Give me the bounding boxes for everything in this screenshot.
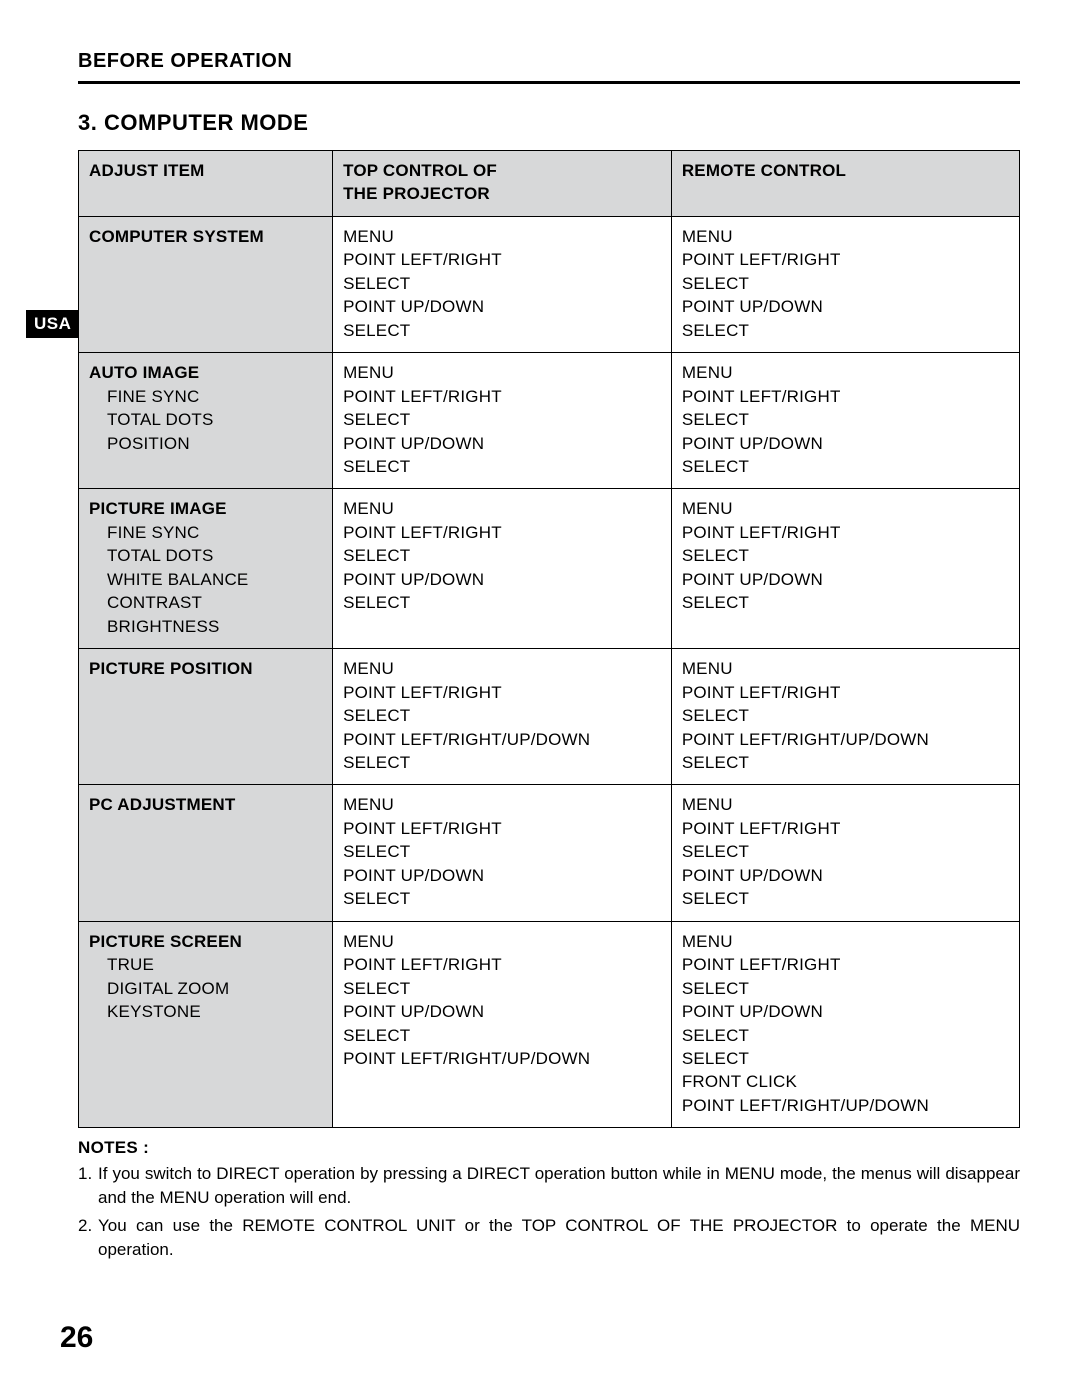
th-adjust-item: ADJUST ITEM	[79, 151, 333, 217]
remote-control-cell: MENU POINT LEFT/RIGHT SELECT POINT UP/DO…	[671, 489, 1019, 649]
adjust-item-sub: KEYSTONE	[89, 1000, 322, 1023]
th-remote-control: REMOTE CONTROL	[671, 151, 1019, 217]
adjust-item-sub: POSITION	[89, 432, 322, 455]
table-row: PICTURE IMAGE FINE SYNCTOTAL DOTSWHITE BA…	[79, 489, 1020, 649]
th-top-control: TOP CONTROL OF THE PROJECTOR	[333, 151, 672, 217]
adjust-item-head: PICTURE POSITION	[89, 659, 253, 678]
adjust-item-sub: TRUE	[89, 953, 322, 976]
note-item: 2.You can use the REMOTE CONTROL UNIT or…	[78, 1214, 1020, 1262]
adjust-item-cell: PC ADJUSTMENT	[79, 785, 333, 921]
note-text: If you switch to DIRECT operation by pre…	[98, 1162, 1020, 1210]
adjust-item-cell: PICTURE IMAGE FINE SYNCTOTAL DOTSWHITE BA…	[79, 489, 333, 649]
adjust-item-sub: CONTRAST	[89, 591, 322, 614]
table-row: PICTURE SCREEN TRUEDIGITAL ZOOMKEYSTONE ME…	[79, 921, 1020, 1128]
top-control-cell: MENU POINT LEFT/RIGHT SELECT POINT UP/DO…	[333, 216, 672, 352]
top-control-cell: MENU POINT LEFT/RIGHT SELECT POINT UP/DO…	[333, 921, 672, 1128]
top-control-cell: MENU POINT LEFT/RIGHT SELECT POINT UP/DO…	[333, 353, 672, 489]
adjust-item-cell: PICTURE POSITION	[79, 649, 333, 785]
adjust-item-sub: DIGITAL ZOOM	[89, 977, 322, 1000]
notes-title: NOTES :	[78, 1138, 1020, 1158]
adjust-item-head: AUTO IMAGE	[89, 363, 199, 382]
adjust-item-head: PICTURE SCREEN	[89, 932, 242, 951]
adjust-item-sub: FINE SYNC	[89, 521, 322, 544]
table-row: PC ADJUSTMENT MENU POINT LEFT/RIGHT SELEC…	[79, 785, 1020, 921]
remote-control-cell: MENU POINT LEFT/RIGHT SELECT POINT UP/DO…	[671, 785, 1019, 921]
adjust-item-sub: WHITE BALANCE	[89, 568, 322, 591]
adjust-item-sub: BRIGHTNESS	[89, 615, 322, 638]
top-control-cell: MENU POINT LEFT/RIGHT SELECT POINT UP/DO…	[333, 489, 672, 649]
top-control-cell: MENU POINT LEFT/RIGHT SELECT POINT LEFT/…	[333, 649, 672, 785]
computer-mode-table: ADJUST ITEM TOP CONTROL OF THE PROJECTOR…	[78, 150, 1020, 1128]
remote-control-cell: MENU POINT LEFT/RIGHT SELECT POINT UP/DO…	[671, 216, 1019, 352]
adjust-item-head: COMPUTER SYSTEM	[89, 227, 264, 246]
notes-section: NOTES : 1.If you switch to DIRECT operat…	[78, 1138, 1020, 1261]
note-number: 2.	[78, 1214, 98, 1262]
remote-control-cell: MENU POINT LEFT/RIGHT SELECT POINT UP/DO…	[671, 921, 1019, 1128]
section-title: 3. COMPUTER MODE	[78, 110, 1020, 136]
note-item: 1.If you switch to DIRECT operation by p…	[78, 1162, 1020, 1210]
header-rule	[78, 81, 1020, 84]
usa-tab: USA	[26, 310, 79, 338]
remote-control-cell: MENU POINT LEFT/RIGHT SELECT POINT LEFT/…	[671, 649, 1019, 785]
adjust-item-sub: TOTAL DOTS	[89, 544, 322, 567]
table-row: AUTO IMAGE FINE SYNCTOTAL DOTSPOSITION MEN…	[79, 353, 1020, 489]
adjust-item-sub: FINE SYNC	[89, 385, 322, 408]
header-title: BEFORE OPERATION	[78, 50, 1020, 81]
note-number: 1.	[78, 1162, 98, 1210]
table-row: COMPUTER SYSTEM MENU POINT LEFT/RIGHT SEL…	[79, 216, 1020, 352]
adjust-item-head: PC ADJUSTMENT	[89, 795, 235, 814]
adjust-item-sub: TOTAL DOTS	[89, 408, 322, 431]
remote-control-cell: MENU POINT LEFT/RIGHT SELECT POINT UP/DO…	[671, 353, 1019, 489]
adjust-item-cell: PICTURE SCREEN TRUEDIGITAL ZOOMKEYSTONE	[79, 921, 333, 1128]
page-number: 26	[60, 1321, 93, 1355]
adjust-item-cell: AUTO IMAGE FINE SYNCTOTAL DOTSPOSITION	[79, 353, 333, 489]
adjust-item-head: PICTURE IMAGE	[89, 499, 227, 518]
note-text: You can use the REMOTE CONTROL UNIT or t…	[98, 1214, 1020, 1262]
table-row: PICTURE POSITION MENU POINT LEFT/RIGHT SE…	[79, 649, 1020, 785]
top-control-cell: MENU POINT LEFT/RIGHT SELECT POINT UP/DO…	[333, 785, 672, 921]
adjust-item-cell: COMPUTER SYSTEM	[79, 216, 333, 352]
